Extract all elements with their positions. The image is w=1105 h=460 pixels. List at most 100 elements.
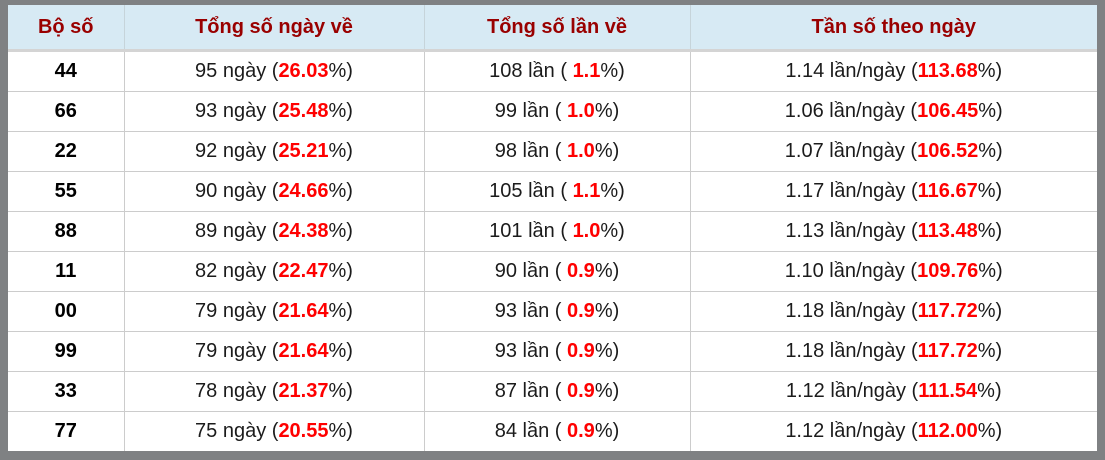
pair-cell: 99 bbox=[8, 331, 125, 372]
percent-close: %) bbox=[594, 420, 620, 442]
times-percent: 1.0 bbox=[572, 220, 601, 242]
times-text: 87 lần ( bbox=[494, 380, 567, 402]
times-percent: 0.9 bbox=[567, 420, 595, 442]
header-pair: Bộ số bbox=[8, 5, 125, 52]
days-text: 95 ngày ( bbox=[195, 60, 279, 82]
times-percent: 1.1 bbox=[572, 60, 601, 82]
frequency-cell: 1.18 lần/ngày (117.72%) bbox=[690, 331, 1097, 372]
days-percent: 26.03 bbox=[278, 60, 329, 82]
frequency-text: 1.17 lần/ngày ( bbox=[785, 180, 918, 202]
days-text: 79 ngày ( bbox=[195, 300, 279, 322]
days-cell: 93 ngày (25.48%) bbox=[124, 91, 425, 132]
days-text: 78 ngày ( bbox=[195, 380, 279, 402]
days-percent: 21.37 bbox=[278, 380, 329, 402]
header-total-days: Tổng số ngày về bbox=[124, 5, 425, 52]
pair-value: 88 bbox=[54, 220, 77, 242]
pair-cell: 88 bbox=[8, 211, 125, 252]
pair-value: 33 bbox=[54, 380, 77, 402]
percent-close: %) bbox=[328, 140, 353, 162]
pair-value: 55 bbox=[54, 180, 77, 202]
frequency-percent: 106.52 bbox=[917, 140, 979, 162]
frequency-text: 1.12 lần/ngày ( bbox=[785, 380, 919, 402]
times-text: 90 lần ( bbox=[494, 260, 567, 282]
percent-close: %) bbox=[978, 260, 1003, 282]
times-text: 84 lần ( bbox=[494, 420, 567, 442]
times-percent: 0.9 bbox=[567, 300, 595, 322]
times-cell: 93 lần ( 0.9%) bbox=[424, 291, 691, 332]
pair-cell: 00 bbox=[8, 291, 125, 332]
days-percent: 25.48 bbox=[278, 100, 329, 122]
days-cell: 78 ngày (21.37%) bbox=[124, 371, 425, 412]
frequency-cell: 1.18 lần/ngày (117.72%) bbox=[690, 291, 1097, 332]
pair-value: 22 bbox=[54, 140, 77, 162]
frequency-percent: 117.72 bbox=[917, 340, 978, 362]
percent-close: %) bbox=[978, 100, 1003, 122]
table-row: 88 89 ngày (24.38%) 101 lần ( 1.0%) 1.13… bbox=[8, 211, 1097, 252]
days-cell: 92 ngày (25.21%) bbox=[124, 131, 425, 172]
frequency-text: 1.18 lần/ngày ( bbox=[785, 300, 918, 322]
table-row: 11 82 ngày (22.47%) 90 lần ( 0.9%) 1.10 … bbox=[8, 251, 1097, 292]
percent-close: %) bbox=[328, 260, 353, 282]
table-row: 44 95 ngày (26.03%) 108 lần ( 1.1%) 1.14… bbox=[8, 50, 1097, 92]
frequency-percent: 109.76 bbox=[917, 260, 979, 282]
frequency-text: 1.14 lần/ngày ( bbox=[785, 60, 918, 82]
days-percent: 25.21 bbox=[278, 140, 329, 162]
times-text: 93 lần ( bbox=[494, 340, 567, 362]
days-text: 75 ngày ( bbox=[195, 420, 279, 442]
days-text: 92 ngày ( bbox=[195, 140, 279, 162]
percent-close: %) bbox=[594, 340, 620, 362]
percent-close: %) bbox=[328, 340, 353, 362]
table-row: 66 93 ngày (25.48%) 99 lần ( 1.0%) 1.06 … bbox=[8, 91, 1097, 132]
percent-close: %) bbox=[600, 60, 625, 82]
percent-close: %) bbox=[594, 260, 620, 282]
pair-statistics-table: Bộ số Tổng số ngày về Tổng số lần về Tần… bbox=[8, 5, 1097, 451]
times-percent: 1.0 bbox=[567, 140, 595, 162]
pair-cell: 33 bbox=[8, 371, 125, 412]
table-row: 99 79 ngày (21.64%) 93 lần ( 0.9%) 1.18 … bbox=[8, 331, 1097, 372]
times-cell: 101 lần ( 1.0%) bbox=[424, 211, 691, 252]
pair-value: 44 bbox=[54, 60, 77, 82]
percent-close: %) bbox=[328, 380, 353, 402]
frequency-cell: 1.10 lần/ngày (109.76%) bbox=[690, 251, 1097, 292]
frequency-cell: 1.17 lần/ngày (116.67%) bbox=[690, 171, 1097, 212]
days-cell: 75 ngày (20.55%) bbox=[124, 411, 425, 451]
times-percent: 1.1 bbox=[572, 180, 601, 202]
frequency-cell: 1.14 lần/ngày (113.68%) bbox=[690, 50, 1097, 92]
percent-close: %) bbox=[328, 60, 353, 82]
pair-cell: 11 bbox=[8, 251, 125, 292]
frequency-cell: 1.12 lần/ngày (111.54%) bbox=[690, 371, 1097, 412]
frequency-percent: 116.67 bbox=[917, 180, 978, 202]
table-row: 00 79 ngày (21.64%) 93 lần ( 0.9%) 1.18 … bbox=[8, 291, 1097, 332]
days-percent: 20.55 bbox=[278, 420, 329, 442]
frequency-cell: 1.12 lần/ngày (112.00%) bbox=[690, 411, 1097, 451]
frequency-cell: 1.06 lần/ngày (106.45%) bbox=[690, 91, 1097, 132]
percent-close: %) bbox=[594, 140, 620, 162]
percent-close: %) bbox=[328, 420, 353, 442]
percent-close: %) bbox=[328, 180, 353, 202]
pair-value: 11 bbox=[55, 260, 77, 282]
frequency-percent: 117.72 bbox=[917, 300, 978, 322]
pair-cell: 22 bbox=[8, 131, 125, 172]
frequency-text: 1.10 lần/ngày ( bbox=[784, 260, 918, 282]
frequency-percent: 112.00 bbox=[917, 420, 978, 442]
times-text: 99 lần ( bbox=[494, 100, 567, 122]
days-cell: 82 ngày (22.47%) bbox=[124, 251, 425, 292]
days-text: 82 ngày ( bbox=[195, 260, 279, 282]
frequency-text: 1.12 lần/ngày ( bbox=[785, 420, 918, 442]
days-cell: 90 ngày (24.66%) bbox=[124, 171, 425, 212]
pair-value: 00 bbox=[54, 300, 77, 322]
frequency-percent: 113.48 bbox=[917, 220, 978, 242]
times-text: 101 lần ( bbox=[489, 220, 573, 242]
table-row: 22 92 ngày (25.21%) 98 lần ( 1.0%) 1.07 … bbox=[8, 131, 1097, 172]
percent-close: %) bbox=[977, 220, 1003, 242]
times-percent: 0.9 bbox=[567, 260, 595, 282]
frequency-percent: 113.68 bbox=[917, 60, 978, 82]
days-percent: 22.47 bbox=[278, 260, 329, 282]
pair-value: 99 bbox=[54, 340, 77, 362]
days-text: 90 ngày ( bbox=[195, 180, 279, 202]
times-percent: 0.9 bbox=[567, 340, 595, 362]
percent-close: %) bbox=[977, 300, 1003, 322]
frequency-cell: 1.13 lần/ngày (113.48%) bbox=[690, 211, 1097, 252]
table-body: 44 95 ngày (26.03%) 108 lần ( 1.1%) 1.14… bbox=[8, 50, 1097, 451]
times-percent: 0.9 bbox=[567, 380, 595, 402]
